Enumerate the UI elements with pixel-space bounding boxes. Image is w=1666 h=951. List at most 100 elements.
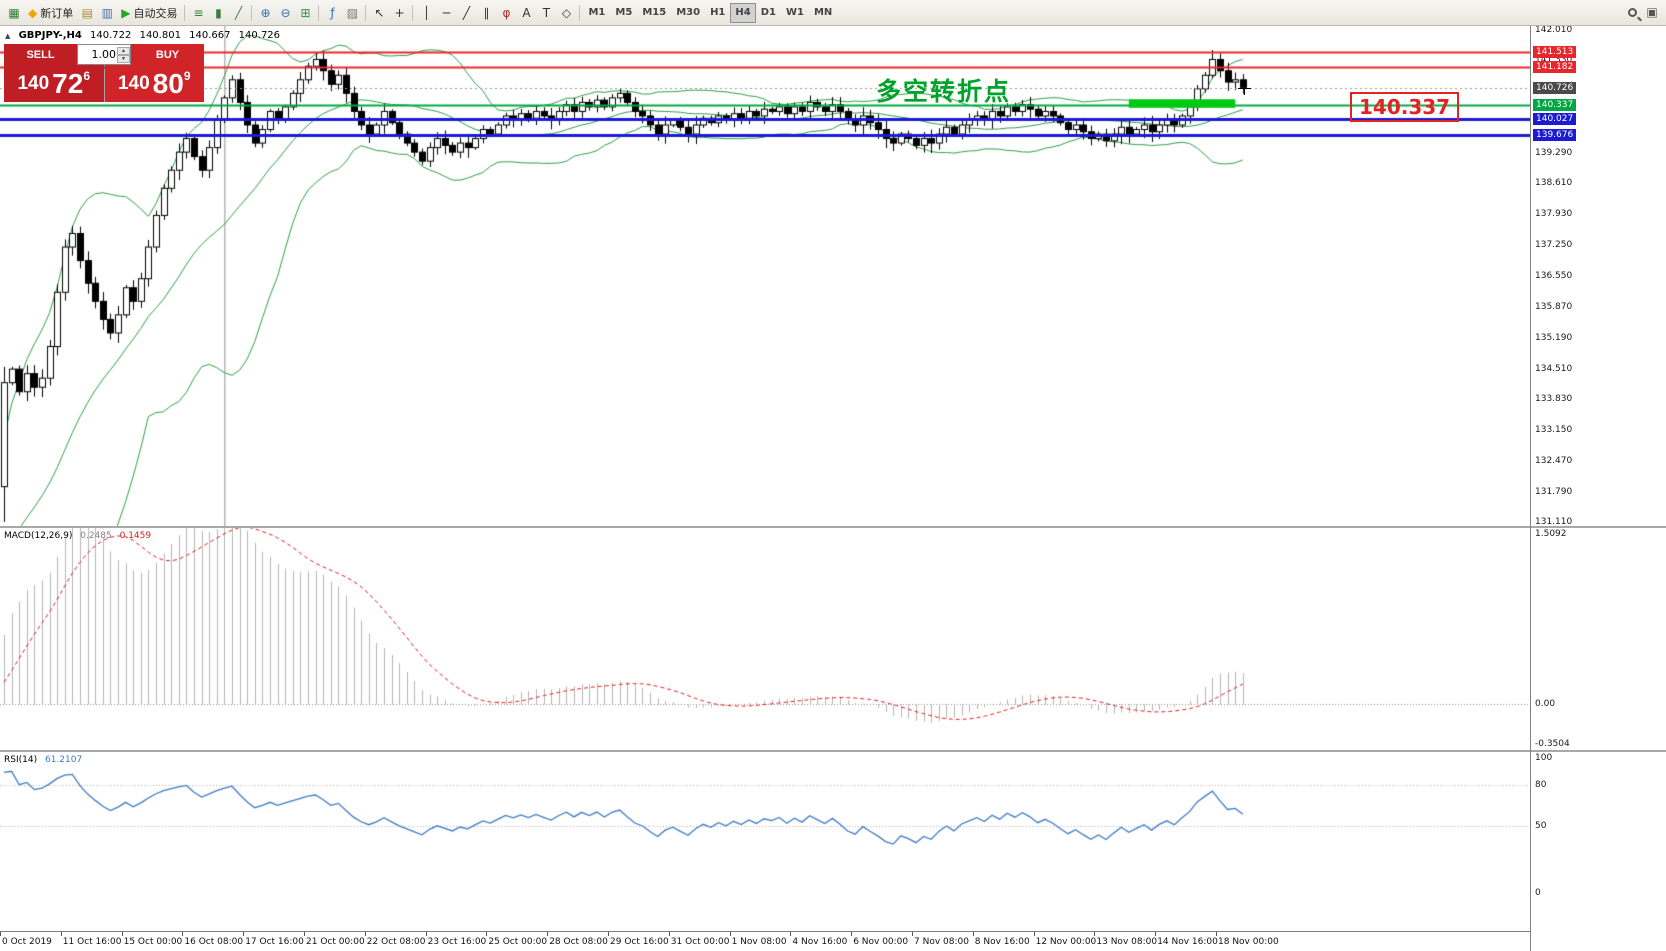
toolbar-separator — [318, 4, 320, 21]
tile-windows-icon: ⊞ — [300, 5, 311, 20]
fibonacci-icon: φ — [502, 5, 511, 20]
zoom-out-icon: ⊖ — [280, 5, 291, 20]
time-tick — [608, 932, 609, 936]
time-axis-label: 1 Nov 08:00 — [731, 937, 787, 947]
toolbar-separator — [184, 4, 186, 21]
line-chart-button[interactable]: ╱ — [228, 3, 248, 23]
time-tick — [243, 932, 245, 936]
time-tick — [790, 932, 792, 936]
cursor-button[interactable]: ↖ — [369, 3, 389, 23]
price-axis[interactable]: 142.010 141.330 139.290 138.610 137.930 137.2… — [1530, 25, 1666, 951]
panel-splitter[interactable] — [0, 750, 1530, 752]
chart-profiles-button[interactable]: ▤ — [77, 3, 97, 23]
vertical-line-icon: │ — [422, 5, 431, 20]
price-axis-label: 134.510 — [1535, 363, 1573, 374]
time-axis-label: 17 Oct 16:00 — [245, 937, 304, 947]
time-axis-label: 6 Nov 00:00 — [853, 937, 909, 947]
time-axis-label: 15 Oct 00:00 — [123, 937, 183, 947]
macd-axis-label: -0.3504 — [1535, 739, 1570, 749]
time-axis-label: 21 Oct 00:00 — [306, 937, 365, 947]
price-axis-badge: 140.726 — [1533, 81, 1577, 94]
buy-price-button[interactable]: 140 80 9 — [104, 65, 204, 102]
price-axis-badge: 139.676 — [1533, 129, 1577, 142]
zoom-out-button[interactable]: ⊖ — [275, 3, 295, 23]
macd-main-value: 0.2485 — [80, 531, 112, 541]
sell-price-sup: 6 — [83, 68, 91, 83]
time-tick — [729, 932, 731, 936]
timeframe-m1-button[interactable]: M1 — [583, 3, 610, 23]
time-tick — [304, 932, 305, 936]
crosshair-button[interactable]: + — [389, 3, 409, 23]
time-axis[interactable]: 0 Oct 2019 11 Oct 16:00 15 Oct 00:00 16 Oct… — [0, 931, 1530, 951]
sell-button[interactable]: SELL — [4, 44, 77, 65]
templates-icon: ▨ — [346, 5, 359, 20]
rsi-panel: RSI(14) 61.2107 — [0, 752, 1530, 931]
tile-windows-button[interactable]: ⊞ — [295, 3, 315, 23]
macd-canvas[interactable] — [0, 528, 1530, 750]
axis-separator — [1531, 750, 1666, 752]
turning-point-annotation[interactable]: 多空转折点 — [876, 77, 1012, 106]
candlestick-chart-icon: ▮ — [215, 5, 222, 20]
label-button[interactable]: T — [536, 3, 556, 23]
auto-trading-button[interactable]: ▶ 自动交易 — [117, 3, 181, 23]
trendline-button[interactable]: ╱ — [456, 3, 476, 23]
timeframe-m30-button[interactable]: M30 — [671, 3, 705, 23]
timeframe-d1-button[interactable]: D1 — [756, 3, 781, 23]
price-axis-badge: 141.513 — [1533, 46, 1577, 59]
volume-input[interactable] — [78, 48, 116, 61]
new-chart-button[interactable]: ▦ — [4, 3, 24, 23]
vertical-line-button[interactable]: │ — [416, 3, 436, 23]
buy-button[interactable]: BUY — [131, 44, 204, 65]
time-axis-label: 14 Nov 16:00 — [1157, 937, 1218, 947]
time-tick — [60, 932, 62, 936]
fibonacci-button[interactable]: φ — [496, 3, 516, 23]
open-value: 140.722 — [90, 30, 132, 41]
expand-triangle-icon[interactable]: ▲ — [5, 32, 11, 40]
candlestick-chart-button[interactable]: ▮ — [208, 3, 228, 23]
indicators-button[interactable]: ƒ — [322, 3, 342, 23]
new-window-button[interactable]: ▣ — [1642, 2, 1662, 22]
price-axis-label: 133.830 — [1535, 394, 1573, 405]
sell-price-button[interactable]: 140 72 6 — [4, 65, 104, 102]
time-tick — [182, 932, 184, 936]
time-tick — [1033, 932, 1035, 936]
volume-spinner: ▲ ▼ — [117, 46, 130, 63]
macd-name: MACD(12,26,9) — [4, 531, 73, 541]
chart-column: ▲ GBPJPY-,H4 140.722 140.801 140.667 140… — [0, 26, 1530, 951]
rsi-canvas[interactable] — [0, 752, 1530, 931]
timeframe-h1-button[interactable]: H1 — [705, 3, 730, 23]
time-axis-label: 28 Oct 08:00 — [549, 937, 608, 947]
new-order-button[interactable]: ◆ 新订单 — [24, 3, 77, 23]
bar-chart-icon: ≡ — [193, 5, 204, 20]
time-tick — [972, 932, 974, 936]
price-axis-label: 132.470 — [1535, 455, 1573, 466]
symbol-label: GBPJPY-,H4 — [18, 30, 82, 41]
timeframe-m15-button[interactable]: M15 — [637, 3, 671, 23]
volume-up-button[interactable]: ▲ — [117, 46, 130, 55]
main-chart-canvas[interactable] — [0, 26, 1530, 526]
price-divider — [103, 65, 105, 102]
timeframe-mn-button[interactable]: MN — [809, 3, 837, 23]
panel-splitter[interactable] — [0, 526, 1530, 528]
timeframe-m5-button[interactable]: M5 — [610, 3, 637, 23]
crosshair-cursor-icon — [1238, 82, 1251, 95]
horizontal-line-button[interactable]: ─ — [436, 3, 456, 23]
bar-chart-button[interactable]: ≡ — [188, 3, 208, 23]
volume-down-button[interactable]: ▼ — [117, 54, 130, 63]
zoom-in-button[interactable]: ⊕ — [255, 3, 275, 23]
templates-button[interactable]: ▨ — [342, 3, 362, 23]
data-window-button[interactable]: ▥ — [97, 3, 117, 23]
text-button[interactable]: A — [516, 3, 536, 23]
rsi-axis-label: 50 — [1535, 820, 1547, 831]
time-axis-label: 18 Nov 00:00 — [1218, 937, 1279, 947]
timeframe-w1-button[interactable]: W1 — [781, 3, 809, 23]
search-button[interactable] — [1622, 2, 1642, 22]
toolbar-separator — [412, 4, 414, 21]
timeframe-h4-button[interactable]: H4 — [730, 2, 756, 23]
shapes-button[interactable]: ◇ — [556, 3, 576, 23]
data-window-icon: ▥ — [101, 5, 113, 20]
price-callout-box[interactable]: 140.337 — [1350, 92, 1460, 122]
price-axis-label: 133.150 — [1535, 425, 1573, 436]
channel-button[interactable]: ∥ — [476, 3, 496, 23]
